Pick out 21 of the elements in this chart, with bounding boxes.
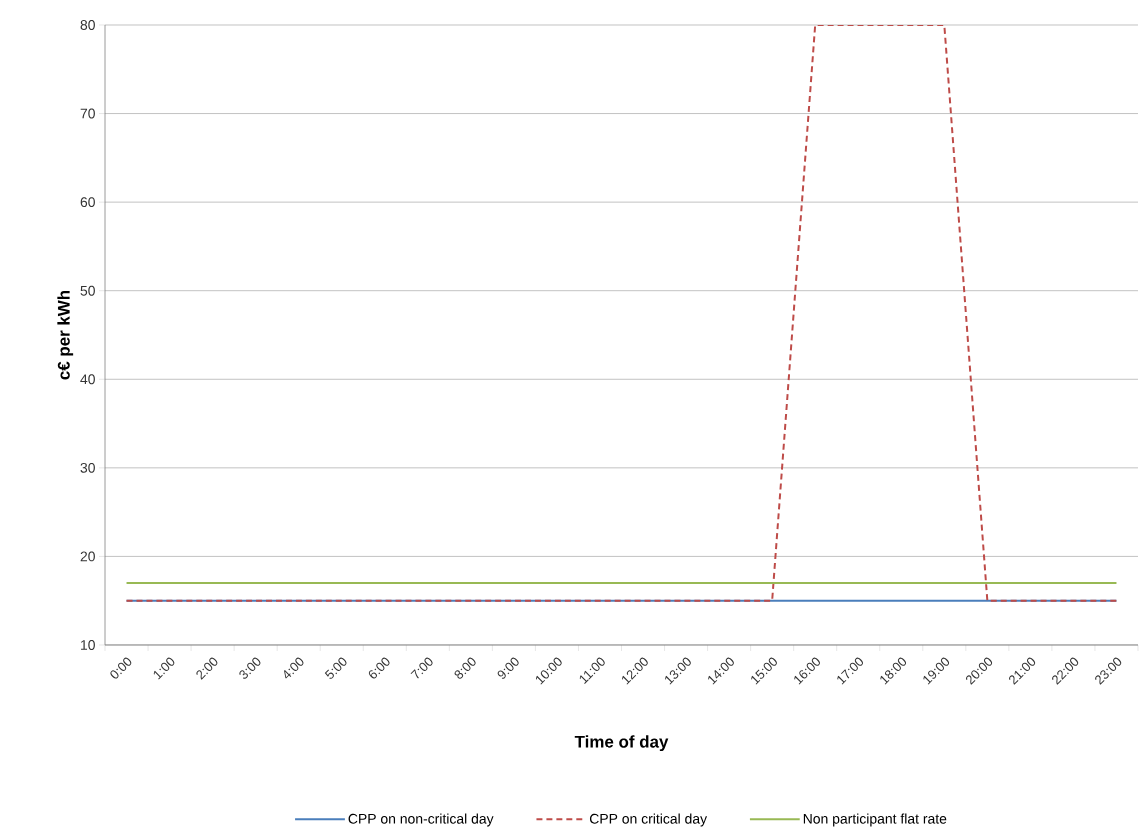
y-tick-label: 60 — [80, 197, 95, 208]
x-tick-label: 6:00 — [368, 657, 390, 679]
y-tick-label: 70 — [80, 108, 95, 119]
y-tick-label: 50 — [80, 285, 95, 296]
y-tick-label: 80 — [80, 20, 95, 30]
y-axis-title: c€ per kWh — [57, 290, 74, 380]
legend-label: CPP on non-critical day — [348, 813, 494, 827]
x-tick-label: 8:00 — [454, 657, 476, 679]
y-tick-label: 20 — [80, 551, 95, 562]
x-axis-title: Time of day — [574, 735, 669, 752]
x-tick-label: 5:00 — [324, 657, 347, 679]
legend-label: CPP on critical day — [589, 813, 708, 827]
x-tick-label: 7:00 — [410, 657, 433, 679]
x-tick-label: 4:00 — [284, 657, 304, 679]
legend-label: Non participant flat rate — [803, 813, 947, 827]
y-tick-label: 10 — [81, 640, 95, 650]
y-tick-label: 40 — [80, 374, 95, 385]
x-tick-label: 0:00 — [110, 657, 132, 679]
y-tick-label: 30 — [80, 462, 95, 473]
x-tick-label: 9:00 — [497, 657, 519, 679]
x-tick-label: 3:00 — [239, 657, 261, 679]
